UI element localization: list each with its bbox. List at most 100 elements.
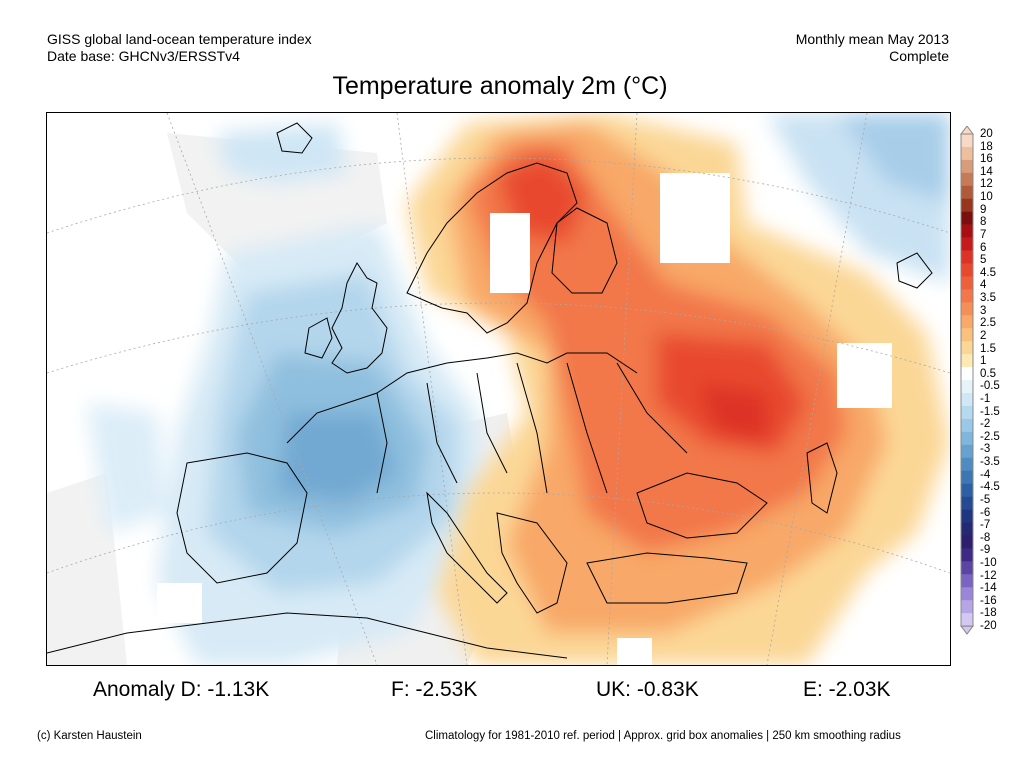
colorbar-swatch (961, 341, 973, 355)
colorbar-tick-label: 3.5 (980, 292, 996, 305)
colorbar-tick-label: 9 (980, 203, 987, 216)
colorbar-tick-label: -2 (980, 418, 991, 431)
colorbar-swatch (961, 587, 973, 601)
colorbar-swatch (961, 276, 973, 290)
colorbar-swatch (961, 134, 973, 148)
cold-anomaly-region (87, 113, 950, 665)
colorbar-swatch (961, 159, 973, 174)
colorbar-tick-label: -4.5 (980, 481, 1000, 494)
header-right: Monthly mean May 2013 Complete (796, 31, 949, 65)
colorbar-swatch (961, 146, 973, 161)
colorbar-tick-label: 3 (980, 304, 987, 317)
colorbar-swatch (961, 613, 973, 627)
colorbar: 20 18 16 14 12 10 9 8 7 6 5 4.5 4 3.5 3 2.5 2 1.5 1 0.5 -0.5… (959, 125, 1019, 656)
data-base: Date base: GHCNv3/ERSSTv4 (47, 48, 240, 64)
colorbar-swatch (961, 328, 973, 342)
colorbar-swatch (961, 574, 973, 588)
colorbar-tick-label: -12 (980, 569, 997, 582)
colorbar-tick-label: -7 (980, 519, 991, 532)
colorbar-swatch (961, 263, 973, 277)
colorbar-swatch (961, 224, 973, 238)
colorbar-tick-label: 16 (980, 153, 993, 166)
dataset-name: GISS global land-ocean temperature index (47, 31, 312, 47)
colorbar-tick-label: 1 (980, 355, 987, 368)
colorbar-tick-label: 18 (980, 140, 993, 153)
colorbar-swatch (961, 237, 973, 251)
colorbar-swatch (961, 509, 973, 523)
colorbar-tick-label: -9 (980, 544, 991, 557)
colorbar-tick-label: 2 (980, 329, 987, 342)
colorbar-swatch (961, 496, 973, 510)
colorbar-tick-label: -20 (980, 620, 997, 633)
copyright: (c) Karsten Haustein (37, 730, 142, 742)
colorbar-tick-label: -14 (980, 582, 997, 595)
colorbar-outline (960, 133, 974, 627)
colorbar-swatch (961, 289, 973, 303)
colorbar-tick-label: 4.5 (980, 266, 996, 279)
colorbar-swatch (961, 418, 973, 433)
coastlines (47, 122, 933, 659)
colorbar-tick-label: 4 (980, 279, 987, 292)
colorbar-swatches (960, 125, 974, 635)
colorbar-swatch (961, 172, 973, 187)
anomaly-uk: UK: -0.83K (596, 678, 699, 701)
colorbar-tick-label: -1 (980, 392, 991, 405)
colorbar-swatch (961, 522, 973, 536)
colorbar-tick-label: -1.5 (980, 405, 1000, 418)
colorbar-tick-label: -3.5 (980, 456, 1000, 469)
anomaly-france: F: -2.53K (391, 678, 478, 701)
colorbar-tick-label: -16 (980, 594, 997, 607)
colorbar-tick-label: -18 (980, 607, 997, 620)
colorbar-tick-label: 12 (980, 178, 993, 191)
map-canvas (47, 113, 950, 665)
colorbar-tick-label: 7 (980, 228, 987, 241)
colorbar-swatch (961, 431, 973, 446)
colorbar-tick-label: -8 (980, 531, 991, 544)
colorbar-tick-label: -5 (980, 493, 991, 506)
completeness-label: Complete (889, 48, 949, 64)
white-gaps (157, 173, 892, 665)
colorbar-tick-label: -0.5 (980, 380, 1000, 393)
colorbar-swatch (961, 600, 973, 614)
anomaly-spain: E: -2.03K (803, 678, 891, 701)
colorbar-tick-label: 20 (980, 128, 993, 140)
colorbar-swatch (961, 561, 973, 575)
colorbar-tick-label: 2.5 (980, 317, 996, 330)
colorbar-swatch (961, 185, 973, 200)
colorbar-tick-label: 5 (980, 254, 987, 267)
colorbar-tick-label: 8 (980, 216, 987, 229)
colorbar-swatch (961, 354, 973, 368)
colorbar-swatch (961, 405, 973, 420)
graticule (47, 113, 950, 665)
anomaly-map (46, 112, 951, 666)
colorbar-swatch (961, 380, 973, 394)
footer-notes: Climatology for 1981-2010 ref. period | … (425, 730, 901, 742)
colorbar-bottom-triangle (960, 625, 974, 635)
colorbar-tick-label: 0.5 (980, 367, 996, 380)
colorbar-tick-label: -2.5 (980, 430, 1000, 443)
period-label: Monthly mean May 2013 (795, 31, 949, 47)
colorbar-swatch (961, 444, 973, 459)
colorbar-tick-label: 10 (980, 191, 993, 204)
colorbar-tick-label: -3 (980, 443, 991, 456)
colorbar-swatch (961, 457, 973, 471)
colorbar-top-triangle (960, 125, 974, 135)
colorbar-swatch (961, 250, 973, 264)
map-title: Temperature anomaly 2m (°C) (332, 72, 668, 100)
colorbar-tick-label: -10 (980, 557, 997, 569)
colorbar-tick-label: -6 (980, 506, 991, 519)
colorbar-tick-label: -4 (980, 468, 991, 481)
colorbar-swatch (961, 367, 973, 381)
colorbar-swatch (961, 315, 973, 329)
colorbar-tick-label: 1.5 (980, 342, 996, 355)
colorbar-swatch (961, 548, 973, 562)
colorbar-swatch (961, 302, 973, 316)
colorbar-swatch (961, 535, 973, 549)
anomaly-germany: Anomaly D: -1.13K (93, 678, 270, 701)
header-left: GISS global land-ocean temperature index… (47, 31, 312, 65)
colorbar-swatch (961, 393, 973, 407)
colorbar-swatch (961, 198, 973, 212)
colorbar-swatch (961, 470, 973, 484)
colorbar-tick-label: 14 (980, 165, 993, 178)
colorbar-swatch (961, 483, 973, 497)
